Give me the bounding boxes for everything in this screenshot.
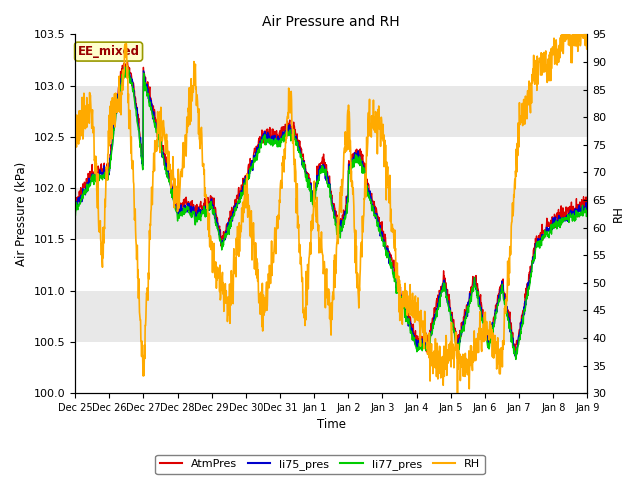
Bar bbox=[75, 137, 588, 188]
Y-axis label: Air Pressure (kPa): Air Pressure (kPa) bbox=[15, 162, 28, 266]
Legend: AtmPres, li75_pres, li77_pres, RH: AtmPres, li75_pres, li77_pres, RH bbox=[156, 455, 484, 474]
Bar bbox=[75, 240, 588, 290]
X-axis label: Time: Time bbox=[317, 419, 346, 432]
Bar bbox=[75, 35, 588, 85]
Y-axis label: RH: RH bbox=[612, 205, 625, 222]
Text: EE_mixed: EE_mixed bbox=[77, 45, 140, 58]
Title: Air Pressure and RH: Air Pressure and RH bbox=[262, 15, 400, 29]
Bar bbox=[75, 342, 588, 393]
